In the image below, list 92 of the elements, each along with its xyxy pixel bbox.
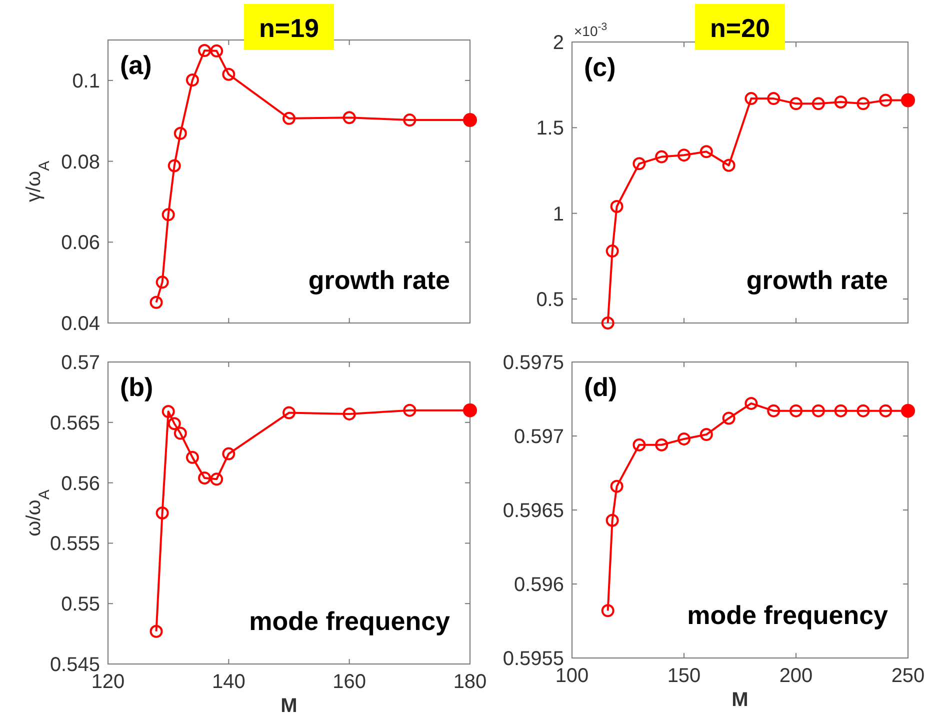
x-tick-label: 200 (779, 665, 813, 687)
chart-title: n=20 (710, 13, 770, 43)
point (722, 412, 736, 425)
y-tick-label: 0.57 (61, 352, 100, 374)
annotation: (c) (584, 52, 616, 82)
point (812, 97, 825, 110)
y-tick-label: 1.5 (536, 118, 564, 140)
point (834, 95, 848, 108)
point (601, 604, 614, 618)
point (606, 514, 619, 527)
point (744, 92, 758, 106)
point (767, 404, 780, 418)
text: ×10$^{-3}$ (574, 21, 608, 39)
y-tick-label: 0.06 (61, 232, 100, 254)
point (198, 44, 212, 58)
point (744, 396, 758, 410)
point (790, 97, 802, 110)
point (879, 94, 892, 107)
point (632, 157, 646, 170)
point (156, 506, 169, 520)
y-tick-label: 0.5975 (502, 352, 564, 374)
point (222, 68, 236, 81)
point (879, 404, 892, 418)
x-tick-label: 120 (91, 671, 125, 693)
y-tick-label: 0.565 (50, 412, 100, 434)
x-tick-label: 150 (667, 665, 701, 687)
point (655, 150, 668, 164)
point (610, 480, 624, 493)
point (700, 428, 713, 442)
point (150, 624, 163, 638)
point (210, 44, 224, 58)
x-tick-label: 180 (453, 671, 487, 693)
point (162, 405, 175, 418)
point (162, 208, 175, 222)
x-tick-label: 250 (891, 665, 925, 687)
point (174, 126, 187, 140)
annotation: (d) (584, 372, 618, 402)
point (812, 404, 825, 418)
point (856, 97, 870, 110)
point (632, 438, 646, 452)
point (601, 316, 614, 330)
x-axis-title: M (280, 695, 298, 717)
point (678, 432, 690, 446)
y-tick-label: 0.56 (61, 472, 100, 495)
y-tick-label: 0.5965 (502, 500, 564, 522)
y-tick-label: 0.04 (61, 313, 100, 335)
point (186, 450, 199, 464)
point (700, 145, 713, 158)
y-tick-label: 2 (552, 32, 564, 54)
point (610, 200, 624, 213)
point (282, 112, 296, 125)
y-tick-label: 0.596 (514, 574, 564, 596)
y-tick-label: 0.555 (50, 533, 100, 556)
point (790, 404, 802, 418)
point (222, 447, 236, 460)
x-tick-label: 160 (332, 671, 366, 693)
annotation: (a) (120, 50, 152, 80)
y-tick-label: 1 (552, 203, 564, 226)
point (722, 158, 736, 172)
point (342, 111, 356, 124)
x-axis-title: M (732, 689, 748, 711)
point (150, 296, 163, 309)
point (834, 404, 848, 418)
point (678, 148, 690, 162)
y-tick-label: 0.597 (514, 426, 564, 448)
x-tick-label: 140 (212, 671, 246, 693)
point (186, 74, 199, 87)
y-tick-label: 0.55 (61, 594, 100, 616)
point (168, 417, 181, 430)
point (403, 114, 416, 127)
point (342, 407, 356, 420)
x-tick-label: 100 (555, 665, 589, 687)
y-tick-label: 0.08 (61, 151, 100, 174)
annotation: mode frequency (687, 600, 889, 630)
point (168, 159, 181, 172)
point (403, 404, 416, 417)
point (156, 276, 169, 289)
point (856, 404, 870, 418)
point (198, 471, 212, 484)
point (655, 438, 668, 452)
point (210, 472, 224, 486)
annotation: growth rate (746, 265, 888, 295)
point (282, 406, 296, 420)
chart-title: n=19 (259, 13, 319, 43)
point (606, 244, 619, 258)
point (767, 92, 780, 106)
annotation: (b) (120, 372, 154, 402)
point (174, 426, 187, 440)
annotation: mode frequency (249, 606, 451, 636)
y-tick-label: 0.5 (536, 289, 564, 312)
y-tick-label: 0.1 (72, 70, 100, 92)
annotation: growth rate (308, 265, 450, 295)
